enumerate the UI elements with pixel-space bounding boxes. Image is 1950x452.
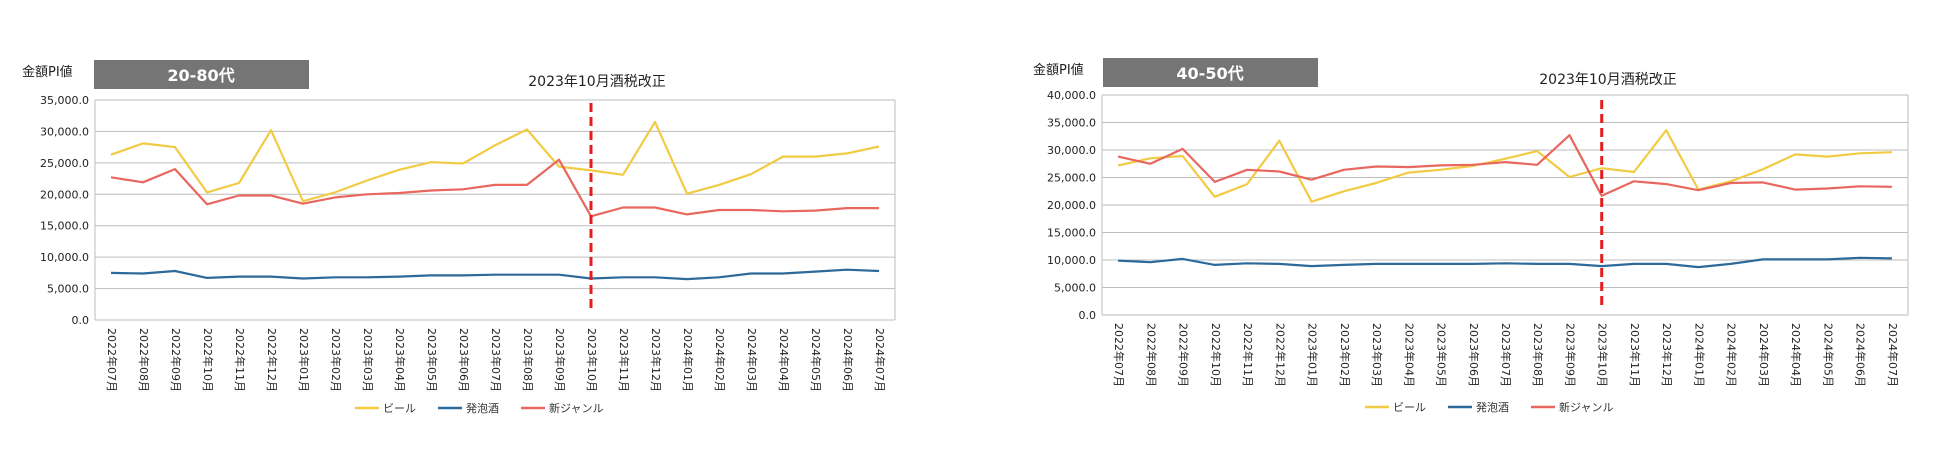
x-tick-label: 2022年09月	[169, 328, 183, 392]
x-tick-label: 2023年01月	[1306, 323, 1320, 387]
x-tick-label: 2023年03月	[1370, 323, 1384, 387]
x-tick-label: 2024年01月	[1692, 323, 1706, 387]
series-line-happoshu	[1118, 256, 1892, 269]
x-tick-label: 2023年08月	[521, 328, 535, 392]
series-line-shin_genre	[1117, 134, 1892, 197]
x-tick-label: 2022年10月	[1209, 323, 1223, 387]
x-tick-label: 2024年03月	[745, 328, 759, 392]
x-tick-label: 2024年04月	[777, 328, 791, 392]
series-line-beer	[1117, 129, 1892, 203]
x-tick-label: 2024年03月	[1757, 323, 1771, 387]
x-tick-label: 2022年11月	[1241, 323, 1255, 387]
y-axis-title: 金額PI値	[1033, 62, 1084, 78]
series-line-beer	[110, 120, 880, 203]
x-tick-label: 2022年08月	[1144, 323, 1158, 387]
y-tick-label: 40,000.0	[1047, 89, 1096, 102]
x-tick-label: 2023年02月	[1338, 323, 1352, 387]
y-tick-label: 25,000.0	[1047, 172, 1096, 185]
x-tick-label: 2023年11月	[617, 328, 631, 392]
x-tick-label: 2022年07月	[105, 328, 119, 392]
legend-label: 新ジャンル	[549, 401, 603, 415]
y-tick-label: 15,000.0	[1047, 227, 1096, 240]
age-group-badge	[94, 60, 309, 89]
x-tick-label: 2023年12月	[1660, 323, 1674, 387]
x-tick-label: 2022年10月	[201, 328, 215, 392]
x-tick-label: 2024年04月	[1789, 323, 1803, 387]
x-tick-label: 2023年05月	[1435, 323, 1449, 387]
x-tick-label: 2023年04月	[1402, 323, 1416, 387]
x-tick-label: 2024年01月	[681, 328, 695, 392]
legend-label: 発泡酒	[466, 401, 499, 415]
age-group-badge-label: 40-50代	[1176, 64, 1243, 83]
y-tick-label: 25,000.0	[40, 157, 89, 170]
x-tick-label: 2023年02月	[329, 328, 343, 392]
y-tick-label: 20,000.0	[1047, 199, 1096, 212]
y-tick-label: 0.0	[72, 314, 90, 327]
x-tick-label: 2023年10月	[585, 328, 599, 392]
x-tick-label: 2024年05月	[1821, 323, 1835, 387]
x-tick-label: 2023年10月	[1596, 323, 1610, 387]
chart-panel-20-80: 金額PI値 20-80代 2023年10月酒税改正 35,000.0 30,000…	[22, 60, 896, 415]
x-tick-label: 2024年06月	[1854, 323, 1868, 387]
x-tick-label: 2023年09月	[553, 328, 567, 392]
x-tick-label: 2023年01月	[297, 328, 311, 392]
legend-label: ビール	[383, 402, 416, 415]
x-tick-label: 2024年07月	[873, 328, 887, 392]
chart-panel-40-50: 金額PI値 40-50代 2023年10月酒税改正 40,000.0 35,000…	[1033, 58, 1909, 414]
x-tick-label: 2023年03月	[361, 328, 375, 392]
y-tick-label: 10,000.0	[1047, 254, 1096, 267]
x-tick-label: 2023年08月	[1531, 323, 1545, 387]
x-tick-label: 2023年06月	[457, 328, 471, 392]
y-tick-label: 35,000.0	[1047, 117, 1096, 130]
age-group-badge	[1103, 58, 1318, 87]
y-tick-label: 30,000.0	[40, 125, 89, 138]
series-line-shin_genre	[110, 158, 879, 218]
y-tick-label: 5,000.0	[47, 283, 89, 296]
y-tick-label: 35,000.0	[40, 94, 89, 107]
x-tick-label: 2022年12月	[1273, 323, 1287, 387]
x-tick-label: 2023年06月	[1467, 323, 1481, 387]
x-tick-label: 2022年12月	[265, 328, 279, 392]
tax-reform-annotation: 2023年10月酒税改正	[528, 74, 665, 90]
x-tick-label: 2024年02月	[1725, 323, 1739, 387]
y-tick-label: 10,000.0	[40, 251, 89, 264]
legend-label: 発泡酒	[1476, 400, 1509, 414]
x-tick-label: 2024年06月	[841, 328, 855, 392]
x-tick-label: 2022年11月	[233, 328, 247, 392]
x-tick-label: 2024年07月	[1886, 323, 1900, 387]
series-line-happoshu	[110, 268, 880, 281]
legend-label: 新ジャンル	[1559, 400, 1613, 414]
x-tick-label: 2023年12月	[649, 328, 663, 392]
y-tick-label: 0.0	[1079, 309, 1097, 322]
tax-reform-annotation: 2023年10月酒税改正	[1539, 72, 1676, 88]
x-tick-label: 2023年05月	[425, 328, 439, 392]
x-tick-label: 2023年07月	[489, 328, 503, 392]
y-axis-title: 金額PI値	[22, 64, 73, 80]
x-tick-label: 2023年07月	[1499, 323, 1513, 387]
y-tick-label: 15,000.0	[40, 220, 89, 233]
x-tick-label: 2022年08月	[137, 328, 151, 392]
x-tick-label: 2024年02月	[713, 328, 727, 392]
x-tick-label: 2023年09月	[1563, 323, 1577, 387]
x-tick-label: 2022年07月	[1112, 323, 1126, 387]
x-tick-label: 2023年04月	[393, 328, 407, 392]
legend-label: ビール	[1393, 401, 1426, 414]
y-tick-label: 5,000.0	[1054, 282, 1096, 295]
y-tick-label: 30,000.0	[1047, 144, 1096, 157]
x-tick-label: 2023年11月	[1628, 323, 1642, 387]
age-group-badge-label: 20-80代	[167, 66, 234, 85]
x-tick-label: 2022年09月	[1177, 323, 1191, 387]
y-tick-label: 20,000.0	[40, 188, 89, 201]
x-tick-label: 2024年05月	[809, 328, 823, 392]
